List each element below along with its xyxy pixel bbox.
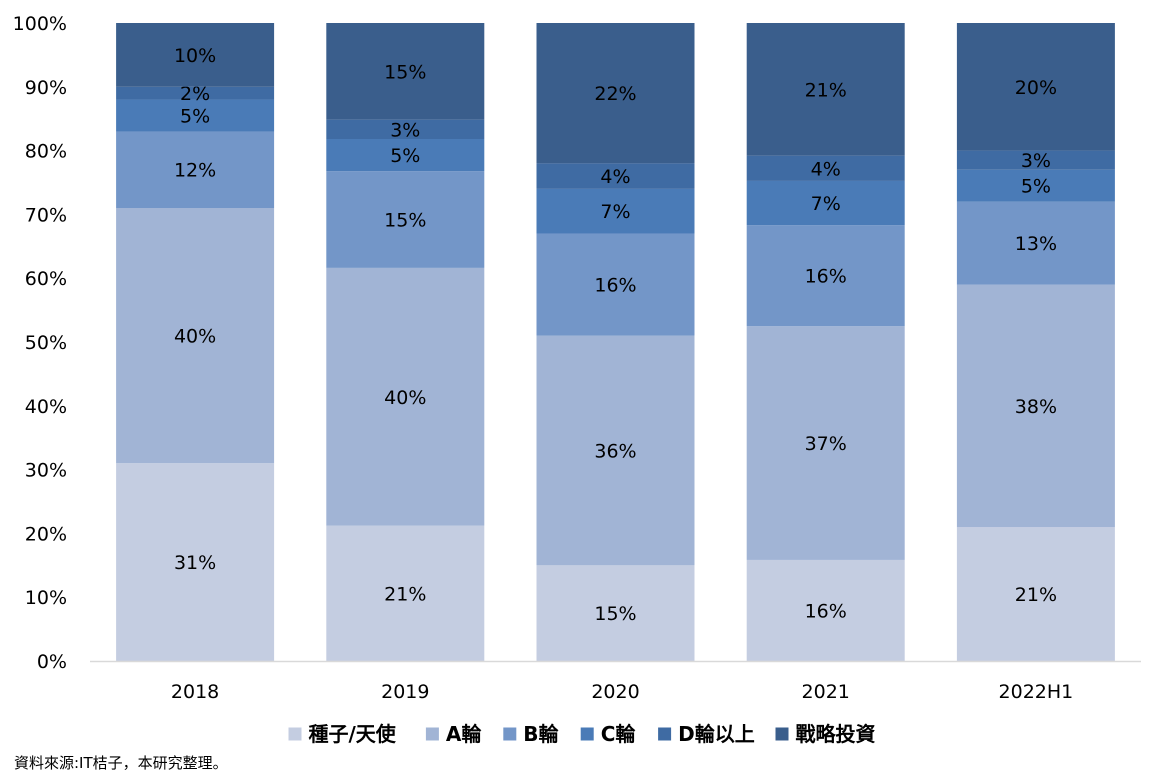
y-tick-label: 20% (25, 523, 67, 545)
bar-segment (746, 23, 905, 156)
y-tick-label: 100% (13, 13, 67, 35)
data-label: 16% (805, 600, 847, 622)
bar-segment (326, 23, 485, 120)
x-tick-label: 2021 (802, 681, 850, 703)
y-tick-label: 30% (25, 460, 67, 482)
data-label: 38% (1015, 396, 1057, 418)
data-label: 7% (600, 201, 630, 223)
data-label: 3% (390, 119, 420, 141)
bar-segment (116, 131, 275, 209)
bar-segment (536, 335, 695, 566)
legend-label: 種子/天使 (309, 722, 397, 746)
bar-segment (536, 23, 695, 164)
bar-segment (536, 188, 695, 234)
data-label: 13% (1015, 233, 1057, 255)
data-label: 40% (174, 326, 216, 348)
data-label: 5% (390, 145, 420, 167)
legend-swatch (580, 727, 594, 741)
data-label: 15% (384, 61, 426, 83)
bar-segment (746, 225, 905, 327)
bar-segment (326, 171, 485, 268)
bars: 31%40%12%5%2%10%21%40%15%5%3%15%15%36%16… (116, 23, 1115, 661)
x-tick-label: 2019 (381, 681, 429, 703)
legend-item: D輪以上 (658, 722, 755, 746)
legend-swatch (658, 727, 672, 741)
data-label: 21% (805, 79, 847, 101)
legend-label: A輪 (446, 722, 482, 746)
bar-segment (746, 559, 905, 661)
y-tick-label: 0% (37, 651, 67, 673)
source-note: 資料來源:IT桔子，本研究整理。 (14, 754, 228, 772)
bar-segment (536, 565, 695, 661)
legend-item: B輪 (503, 722, 560, 746)
x-tick-label: 2018 (171, 681, 219, 703)
bar-segment (536, 233, 695, 336)
data-label: 16% (594, 275, 636, 297)
bar-segment (116, 99, 275, 132)
bar-segment (116, 208, 275, 464)
y-axis: 0% 10% 20% 30% 40% 50% 60% 70% 80% 90% 100% (13, 13, 67, 673)
data-label: 22% (594, 83, 636, 105)
legend-label: C輪 (601, 722, 637, 746)
data-label: 15% (594, 603, 636, 625)
x-tick-label: 2022H1 (999, 681, 1074, 703)
legend-label: D輪以上 (678, 722, 755, 746)
y-tick-label: 60% (25, 268, 67, 290)
legend-swatch (503, 727, 517, 741)
bar-segment (326, 139, 485, 172)
y-tick-label: 40% (25, 396, 67, 418)
y-tick-label: 10% (25, 587, 67, 609)
y-tick-label: 70% (25, 204, 67, 226)
data-label: 21% (384, 583, 426, 605)
data-label: 31% (174, 552, 216, 574)
y-tick-label: 50% (25, 332, 67, 354)
bar-segment (746, 326, 905, 560)
data-label: 37% (805, 433, 847, 455)
data-label: 40% (384, 387, 426, 409)
bar-segment (326, 119, 485, 139)
bar-segment (746, 155, 905, 181)
data-label: 3% (1021, 150, 1051, 172)
legend: 種子/天使 A輪 B輪 C輪 D輪以上 戰略投資 (288, 722, 876, 746)
bar-segment (116, 86, 275, 100)
data-label: 36% (594, 440, 636, 462)
bar-segment (746, 180, 905, 226)
data-label: 12% (174, 160, 216, 182)
data-label: 4% (600, 166, 630, 188)
legend-swatch (288, 727, 302, 741)
data-label: 5% (1021, 176, 1051, 198)
legend-item: 戰略投資 (775, 722, 876, 746)
bar-segment (536, 163, 695, 189)
bar-segment (956, 23, 1115, 151)
data-label: 5% (180, 106, 210, 128)
legend-item: C輪 (580, 722, 637, 746)
data-label: 16% (805, 266, 847, 288)
bar-segment (326, 525, 485, 661)
legend-item: 種子/天使 (288, 722, 397, 746)
legend-item: A輪 (425, 722, 482, 746)
x-tick-label: 2020 (591, 681, 639, 703)
legend-swatch (425, 727, 439, 741)
bar-segment (956, 527, 1115, 661)
y-tick-label: 80% (25, 141, 67, 163)
data-label: 4% (811, 158, 841, 180)
data-label: 2% (180, 83, 210, 105)
legend-swatch (775, 727, 789, 741)
y-tick-label: 90% (25, 77, 67, 99)
legend-label: 戰略投資 (796, 722, 876, 746)
bar-segment (116, 23, 275, 87)
data-label: 21% (1015, 584, 1057, 606)
bar-segment (326, 267, 485, 526)
data-label: 7% (811, 193, 841, 215)
legend-label: B輪 (523, 722, 559, 746)
bar-segment (116, 463, 275, 661)
data-label: 20% (1015, 77, 1057, 99)
bar-segment (956, 150, 1115, 170)
bar-segment (956, 284, 1115, 528)
data-label: 15% (384, 210, 426, 232)
data-label: 10% (174, 45, 216, 67)
bar-segment (956, 169, 1115, 202)
bar-segment (956, 201, 1115, 285)
